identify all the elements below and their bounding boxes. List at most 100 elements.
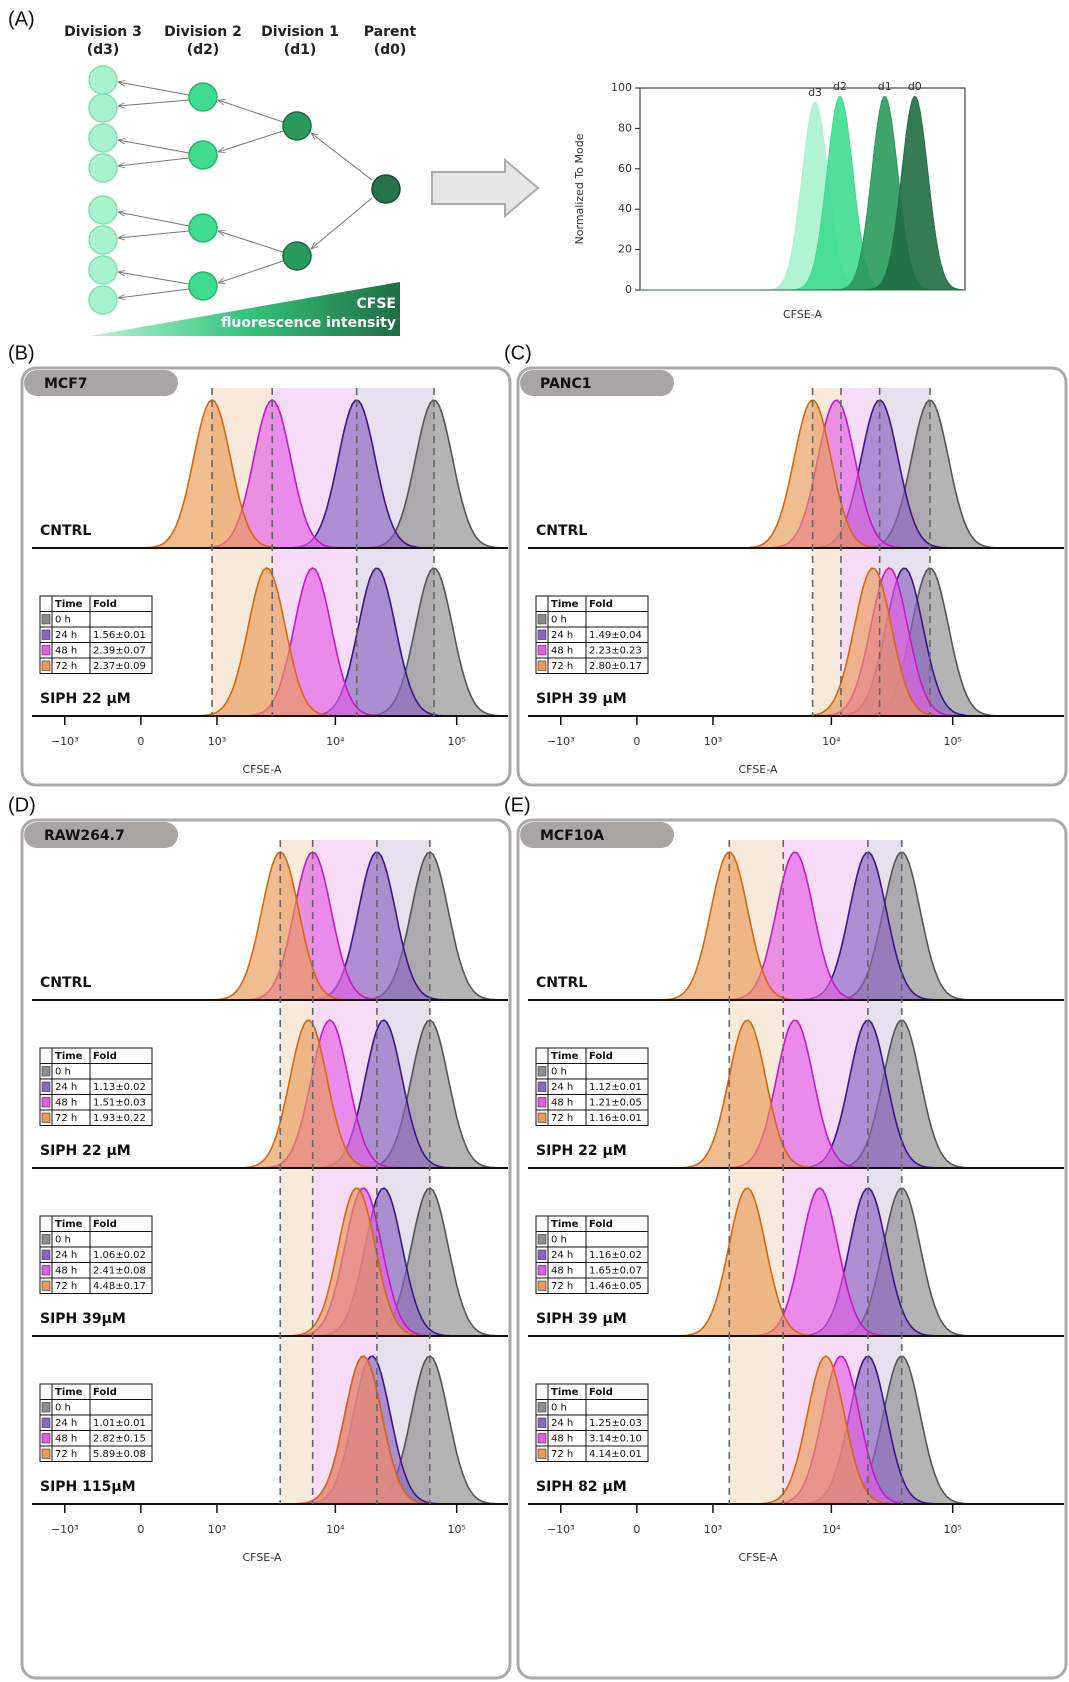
generation-name: Division 2 — [164, 24, 242, 40]
table — [535, 1383, 649, 1462]
y-tick-label: 60 — [618, 162, 632, 175]
cfse-wedge — [90, 282, 400, 336]
time: 48 h — [55, 1433, 77, 1444]
legend-swatch — [41, 1280, 51, 1291]
x-tick-label: 0 — [633, 735, 640, 748]
cell-line: MCF10A — [540, 828, 604, 844]
x-tick-label: 0 — [137, 735, 144, 748]
fold: 1.51±0.03 — [93, 1097, 146, 1108]
condition: SIPH 22 μM — [536, 1143, 627, 1159]
fold: 4.14±0.01 — [589, 1449, 642, 1460]
tab — [520, 370, 674, 396]
x-tick-label: −10³ — [547, 735, 575, 748]
condition: SIPH 22 μM — [40, 691, 131, 707]
fold: 5.89±0.08 — [93, 1449, 146, 1460]
table-header: Time — [55, 1219, 83, 1230]
table-header: Fold — [93, 1387, 117, 1398]
generation-name: Division 1 — [261, 24, 339, 40]
time: 72 h — [55, 1449, 77, 1460]
legend-swatch — [537, 1417, 547, 1428]
parent-cell — [371, 174, 401, 204]
generation-code: (d0) — [374, 42, 407, 58]
generation-code: (d2) — [187, 42, 220, 58]
table-header: Time — [551, 599, 579, 610]
fold: 1.01±0.01 — [93, 1418, 146, 1429]
d2-cells — [188, 82, 218, 301]
legend-swatch — [41, 1234, 51, 1245]
x-axis-label: CFSE-A — [243, 763, 282, 776]
time: 24 h — [551, 1250, 573, 1261]
time: 48 h — [551, 1097, 573, 1108]
time: 48 h — [55, 645, 77, 656]
legend-swatch — [41, 1066, 51, 1077]
condition: CNTRL — [536, 975, 587, 991]
legend-swatch — [537, 1448, 547, 1459]
panel: (E) MCF10A CNTRL SIPH 22 μM Time Fold 0 h 24 h 1… — [504, 794, 1068, 1680]
x-tick-label: 10⁴ — [326, 735, 345, 748]
time: 72 h — [55, 1113, 77, 1124]
time: 72 h — [55, 1281, 77, 1292]
table — [39, 595, 153, 674]
legend-swatch — [41, 1433, 51, 1444]
cell-line: MCF7 — [44, 376, 88, 392]
fold: 1.16±0.02 — [589, 1250, 642, 1261]
y-tick-label: 40 — [618, 202, 632, 215]
legend-swatch — [537, 1402, 547, 1413]
legend-swatch — [537, 1249, 547, 1260]
condition: CNTRL — [40, 523, 91, 539]
panel: (C) PANC1 CNTRL SIPH 39 μM Time Fold 0 h 24 h 1.… — [504, 342, 1068, 787]
y-tick-label: 20 — [618, 243, 632, 256]
tab — [520, 822, 674, 848]
time: 72 h — [55, 661, 77, 672]
wedge-title: CFSE — [357, 296, 396, 312]
x-axis-label: CFSE-A — [739, 1551, 778, 1564]
fold: 3.14±0.10 — [589, 1433, 642, 1444]
legend-swatch — [41, 660, 51, 671]
time: 24 h — [55, 1418, 77, 1429]
condition: SIPH 82 μM — [536, 1479, 627, 1495]
fold: 1.25±0.03 — [589, 1418, 642, 1429]
legend-swatch — [41, 614, 51, 625]
histogram — [639, 95, 966, 291]
table — [39, 1047, 153, 1126]
table-header: Time — [551, 1051, 579, 1062]
d1-cells — [282, 111, 312, 271]
x-tick-label: 10⁵ — [943, 1523, 961, 1536]
panel-label: (D) — [8, 794, 36, 816]
x-tick-label: 10³ — [704, 735, 722, 748]
legend-swatch — [537, 1097, 547, 1108]
fold: 1.49±0.04 — [589, 630, 642, 641]
time: 24 h — [551, 1418, 573, 1429]
legend-swatch — [537, 629, 547, 640]
legend-swatch — [537, 660, 547, 671]
fold: 2.80±0.17 — [589, 661, 642, 672]
peak-label: d1 — [878, 80, 892, 93]
y-tick-label: 0 — [625, 283, 632, 296]
time: 0 h — [55, 614, 71, 625]
fold: 2.23±0.23 — [589, 645, 642, 656]
legend-swatch — [537, 614, 547, 625]
time: 72 h — [551, 661, 573, 672]
legend-swatch — [41, 1112, 51, 1123]
x-tick-label: 10⁴ — [822, 735, 841, 748]
condition: SIPH 22 μM — [40, 1143, 131, 1159]
fold: 1.65±0.07 — [589, 1265, 642, 1276]
table — [39, 1215, 153, 1294]
panel-label: (C) — [504, 342, 532, 364]
table-header: Time — [55, 1051, 83, 1062]
x-tick-label: 10⁵ — [447, 735, 465, 748]
table-header: Fold — [93, 1051, 117, 1062]
legend-swatch — [41, 1402, 51, 1413]
fold: 4.48±0.17 — [93, 1281, 146, 1292]
fold: 1.56±0.01 — [93, 630, 146, 641]
time: 0 h — [55, 1234, 71, 1245]
table-header: Fold — [589, 1387, 613, 1398]
legend-swatch — [41, 629, 51, 640]
panel-frame — [20, 818, 512, 1680]
time: 48 h — [551, 1433, 573, 1444]
table-header: Time — [551, 1387, 579, 1398]
time: 72 h — [551, 1281, 573, 1292]
peak-label: d2 — [833, 80, 847, 93]
time: 0 h — [551, 1066, 567, 1077]
time: 72 h — [551, 1113, 573, 1124]
